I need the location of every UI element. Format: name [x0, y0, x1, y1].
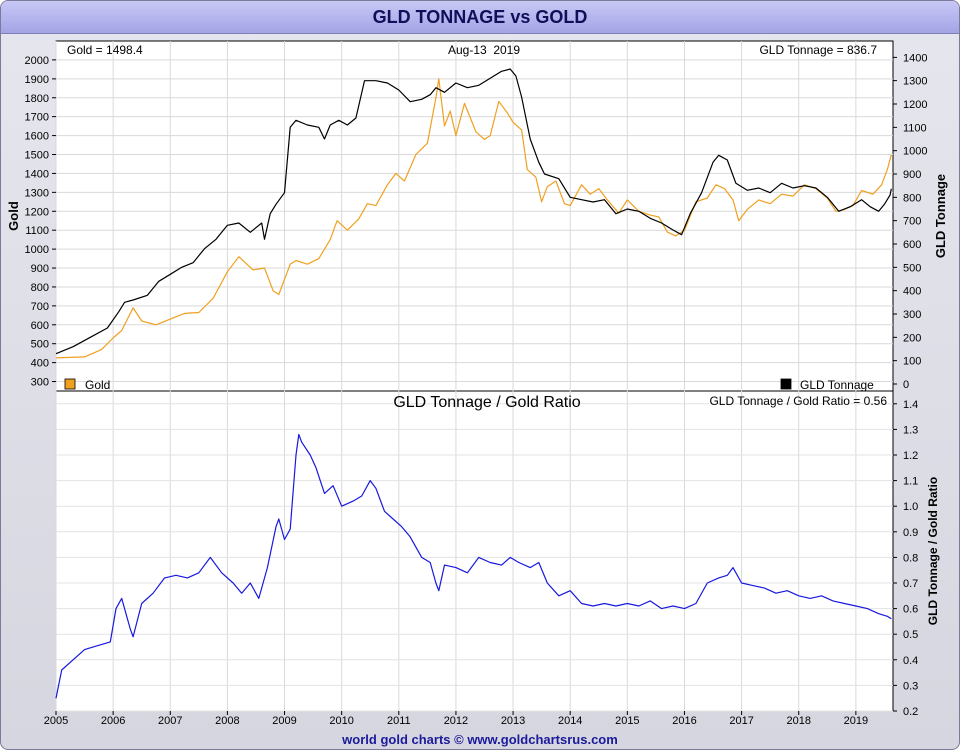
y-tick-label-gold: 600: [31, 320, 49, 332]
x-tick-label: 2013: [501, 715, 525, 727]
y2-tick-label-tonnage: 1300: [903, 76, 927, 88]
y-tick-label-gold: 1500: [25, 150, 49, 162]
y-tick-label-gold: 1400: [25, 168, 49, 180]
x-tick-label: 2018: [786, 715, 810, 727]
x-tick-label: 2019: [844, 715, 868, 727]
y2-tick-label-tonnage: 800: [903, 192, 921, 204]
y2-tick-label-tonnage: 100: [903, 356, 921, 368]
ratio-readout: GLD Tonnage / Gold Ratio = 0.56: [709, 394, 887, 408]
y-tick-label-gold: 1200: [25, 206, 49, 218]
y-tick-label-gold: 700: [31, 301, 49, 313]
upper-plot-area: [55, 40, 894, 392]
x-tick-label: 2012: [444, 715, 468, 727]
y2-tick-label-tonnage: 900: [903, 169, 921, 181]
footer-credit: world gold charts © www.goldchartsrus.co…: [342, 732, 618, 747]
y2-tick-label-tonnage: 1400: [903, 52, 927, 64]
y-axis-label-gold: Gold: [6, 201, 21, 231]
y2-tick-label-tonnage: 300: [903, 309, 921, 321]
x-tick-label: 2011: [387, 715, 411, 727]
y2-tick-label-ratio: 0.7: [903, 578, 918, 590]
y2-tick-label-ratio: 0.8: [903, 552, 918, 564]
chart-title: GLD TONNAGE vs GOLD: [372, 7, 588, 27]
y2-tick-label-tonnage: 200: [903, 332, 921, 344]
y2-tick-label-ratio: 1.0: [903, 501, 918, 513]
y-tick-label-gold: 300: [31, 377, 49, 389]
y2-tick-label-tonnage: 400: [903, 286, 921, 298]
ratio-line: [55, 433, 892, 699]
y-tick-label-gold: 1000: [25, 244, 49, 256]
x-tick-label: 2009: [272, 715, 296, 727]
x-tick-label: 2010: [329, 715, 353, 727]
legend-label-tonnage: GLD Tonnage: [800, 378, 874, 392]
y-tick-label-gold: 500: [31, 339, 49, 351]
gld-tonnage-line: [55, 68, 892, 355]
date-readout: Aug-13 2019: [448, 43, 520, 57]
axes-layer: 2005 2006 2007 2008 2009 2010 2011 2012 2013 2014…: [25, 52, 928, 727]
x-tick-label: 2016: [672, 715, 696, 727]
y2-tick-label-tonnage: 500: [903, 262, 921, 274]
y2-tick-label-ratio: 0.2: [903, 706, 918, 718]
x-tick-label: 2014: [558, 715, 582, 727]
title-bar: GLD TONNAGE vs GOLD: [1, 1, 959, 34]
y-tick-label-gold: 1300: [25, 187, 49, 199]
grid-layer: [55, 41, 893, 712]
y-tick-label-gold: 1800: [25, 93, 49, 105]
y2-tick-label-ratio: 0.4: [903, 655, 918, 667]
y2-axis-label-tonnage: GLD Tonnage: [933, 174, 948, 258]
y2-tick-label-tonnage: 700: [903, 216, 921, 228]
y2-tick-label-ratio: 1.1: [903, 476, 918, 488]
x-tick-label: 2017: [729, 715, 753, 727]
y-tick-label-gold: 1700: [25, 112, 49, 124]
y2-axis-label-ratio: GLD Tonnage / Gold Ratio: [926, 477, 940, 625]
y-tick-label-gold: 2000: [25, 55, 49, 67]
ratio-chart-title: GLD Tonnage / Gold Ratio: [393, 394, 580, 411]
x-tick-label: 2008: [215, 715, 239, 727]
y-tick-label-gold: 900: [31, 263, 49, 275]
x-tick-label: 2006: [101, 715, 125, 727]
legend-swatch-tonnage: [780, 378, 792, 390]
series-layer: [55, 68, 892, 699]
y2-tick-label-tonnage: 0: [903, 379, 909, 391]
gold-readout: Gold = 1498.4: [67, 43, 143, 57]
y2-tick-label-tonnage: 600: [903, 239, 921, 251]
y-tick-label-gold: 800: [31, 282, 49, 294]
y-tick-label-gold: 1100: [25, 225, 49, 237]
y2-tick-label-ratio: 0.5: [903, 629, 918, 641]
y2-tick-label-ratio: 0.3: [903, 680, 918, 692]
y2-tick-label-ratio: 1.4: [903, 399, 918, 411]
y2-tick-label-tonnage: 1000: [903, 146, 927, 158]
lower-plot-area: [55, 390, 894, 712]
legend-swatch-gold: [64, 378, 76, 390]
x-tick-label: 2015: [615, 715, 639, 727]
y2-tick-label-ratio: 0.6: [903, 604, 918, 616]
y2-tick-label-ratio: 0.9: [903, 527, 918, 539]
y2-tick-label-tonnage: 1100: [903, 122, 927, 134]
legend-label-gold: Gold: [85, 378, 110, 392]
tonnage-readout: GLD Tonnage = 836.7: [759, 43, 877, 57]
y-tick-label-gold: 1600: [25, 131, 49, 143]
x-tick-label: 2005: [44, 715, 68, 727]
gold-price-line: [55, 78, 892, 359]
y-tick-label-gold: 1900: [25, 74, 49, 86]
y-tick-label-gold: 400: [31, 358, 49, 370]
x-tick-label: 2007: [158, 715, 182, 727]
y2-tick-label-tonnage: 1200: [903, 99, 927, 111]
y2-tick-label-ratio: 1.2: [903, 450, 918, 462]
y2-tick-label-ratio: 1.3: [903, 424, 918, 436]
